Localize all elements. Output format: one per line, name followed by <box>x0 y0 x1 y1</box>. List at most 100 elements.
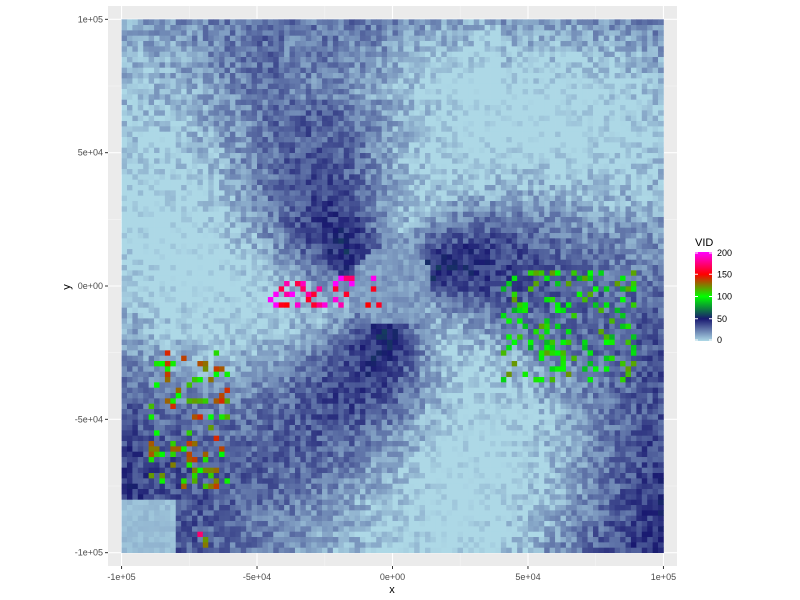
raster-cell <box>126 542 133 548</box>
raster-cell <box>419 451 426 458</box>
raster-cell <box>414 302 420 308</box>
raster-cell <box>473 531 480 538</box>
raster-cell <box>154 547 160 554</box>
raster-cell <box>332 536 339 543</box>
raster-cell <box>538 366 545 372</box>
raster-cell <box>338 344 345 351</box>
raster-cell <box>278 424 285 431</box>
raster-cell <box>484 339 491 346</box>
raster-cell <box>192 408 198 415</box>
raster-cell <box>267 451 274 458</box>
raster-cell <box>359 355 366 362</box>
raster-cell <box>641 440 648 447</box>
raster-cell <box>419 307 426 314</box>
raster-cell <box>289 408 296 415</box>
raster-cell <box>517 366 523 372</box>
raster-cell <box>571 366 578 372</box>
raster-cell <box>576 446 583 452</box>
raster-cell <box>647 526 653 532</box>
raster-cell <box>593 291 599 298</box>
raster-cell <box>484 430 491 436</box>
raster-cell <box>549 355 556 362</box>
raster-cell <box>457 510 464 516</box>
raster-cell <box>251 510 258 516</box>
raster-cell <box>419 547 426 554</box>
raster-cell <box>598 382 605 388</box>
raster-cell <box>370 398 377 404</box>
raster-cell <box>544 371 550 378</box>
raster-cell <box>175 328 182 335</box>
raster-cell <box>511 302 518 308</box>
raster-cell <box>322 536 328 543</box>
raster-cell <box>479 510 485 516</box>
raster-cell <box>641 424 648 431</box>
raster-cell <box>311 408 317 415</box>
raster-cell <box>267 520 274 527</box>
raster-cell <box>620 488 626 495</box>
raster-cell <box>636 382 643 388</box>
raster-cell <box>197 344 204 351</box>
raster-cell <box>316 542 323 548</box>
raster-cell <box>500 504 507 511</box>
raster-cell <box>506 307 513 314</box>
raster-cell <box>322 424 328 431</box>
raster-cell <box>549 328 556 335</box>
raster-cell <box>148 392 155 399</box>
raster-cell <box>479 504 485 511</box>
raster-cell <box>636 296 643 303</box>
raster-cell <box>457 408 464 415</box>
raster-cell <box>181 398 187 404</box>
raster-cell <box>219 382 225 388</box>
raster-cell <box>170 419 177 426</box>
raster-cell <box>473 520 480 527</box>
raster-cell <box>235 515 242 522</box>
raster-cell <box>143 339 149 346</box>
raster-cell <box>305 531 312 538</box>
raster-cell <box>419 430 426 436</box>
raster-cell <box>192 488 198 495</box>
raster-cell <box>462 392 469 399</box>
raster-cell <box>538 467 545 474</box>
raster-cell <box>381 350 388 356</box>
raster-cell <box>490 515 496 522</box>
raster-cell <box>527 446 534 452</box>
raster-cell <box>533 398 540 404</box>
raster-cell <box>614 366 621 372</box>
raster-cell <box>625 387 632 394</box>
raster-cell <box>181 371 187 378</box>
raster-cell <box>593 515 599 522</box>
raster-cell <box>181 536 187 543</box>
raster-cell <box>229 403 236 410</box>
raster-cell <box>419 456 426 463</box>
raster-cell <box>311 376 317 383</box>
raster-cell <box>332 424 339 431</box>
raster-cell <box>593 403 599 410</box>
raster-cell <box>419 414 426 420</box>
raster-cell <box>457 328 464 335</box>
raster-cell <box>349 520 355 527</box>
raster-cell <box>332 520 339 527</box>
raster-cell <box>235 291 242 298</box>
raster-cell <box>294 419 301 426</box>
raster-cell <box>435 446 442 452</box>
raster-cell <box>121 382 128 388</box>
raster-cell <box>343 488 350 495</box>
raster-cell <box>484 462 491 468</box>
raster-cell <box>213 323 220 330</box>
raster-cell <box>538 451 545 458</box>
raster-cell <box>462 510 469 516</box>
raster-cell <box>500 398 507 404</box>
raster-cell <box>202 520 209 527</box>
raster-cell <box>511 403 518 410</box>
raster-cell <box>446 296 453 303</box>
raster-cell <box>294 334 301 340</box>
raster-cell <box>148 494 155 500</box>
raster-cell <box>322 462 328 468</box>
raster-cell <box>197 424 204 431</box>
raster-cell <box>229 435 236 442</box>
raster-cell <box>316 382 323 388</box>
raster-cell <box>159 467 166 474</box>
raster-cell <box>403 371 410 378</box>
raster-cell <box>500 318 507 324</box>
raster-cell <box>403 446 410 452</box>
